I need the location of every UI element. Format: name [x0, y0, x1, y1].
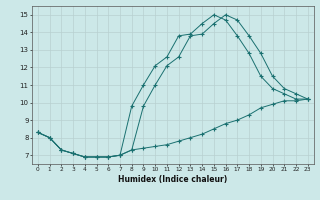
X-axis label: Humidex (Indice chaleur): Humidex (Indice chaleur)	[118, 175, 228, 184]
